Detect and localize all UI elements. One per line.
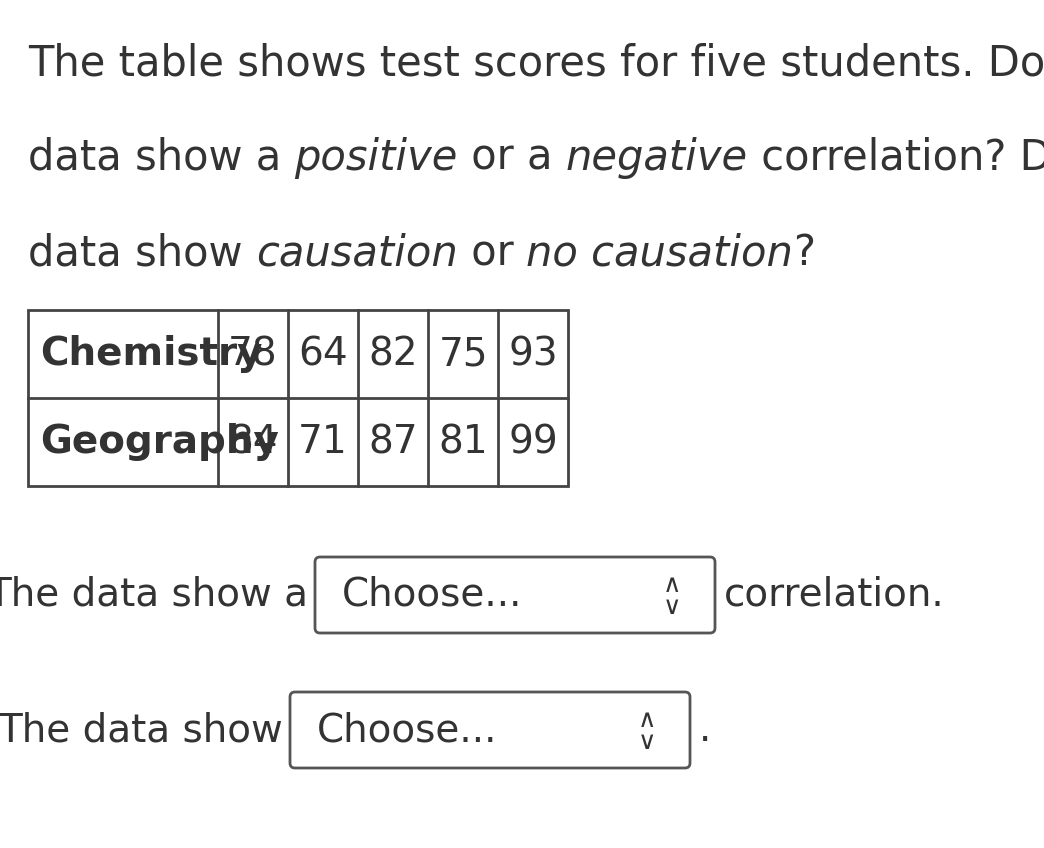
Text: The data show a: The data show a	[0, 576, 308, 614]
Text: Chemistry: Chemistry	[40, 335, 262, 373]
Text: data show a: data show a	[28, 137, 294, 179]
Text: 78: 78	[229, 335, 278, 373]
Text: 87: 87	[369, 423, 418, 461]
Text: Choose...: Choose...	[342, 576, 522, 614]
Text: correlation? Do the: correlation? Do the	[748, 137, 1044, 179]
Text: causation: causation	[256, 232, 457, 274]
Text: ∨: ∨	[663, 595, 682, 619]
Text: ∧: ∧	[638, 708, 657, 732]
Text: The table shows test scores for five students. Do the: The table shows test scores for five stu…	[28, 42, 1044, 84]
Text: Geography: Geography	[40, 423, 279, 461]
Text: 99: 99	[508, 423, 557, 461]
Text: no causation: no causation	[526, 232, 793, 274]
Bar	[28, 310, 568, 486]
Text: 81: 81	[438, 423, 488, 461]
Text: or a: or a	[458, 137, 566, 179]
Text: Choose...: Choose...	[317, 711, 498, 749]
Text: 71: 71	[299, 423, 348, 461]
Text: .: .	[699, 711, 711, 749]
Text: ∨: ∨	[638, 730, 657, 754]
Text: 82: 82	[369, 335, 418, 373]
Text: negative: negative	[566, 137, 748, 179]
Text: 64: 64	[299, 335, 348, 373]
FancyBboxPatch shape	[315, 557, 715, 633]
Text: correlation.: correlation.	[723, 576, 945, 614]
Text: or: or	[457, 232, 526, 274]
Text: The data show: The data show	[0, 711, 283, 749]
Text: 93: 93	[508, 335, 557, 373]
Text: 75: 75	[438, 335, 488, 373]
FancyBboxPatch shape	[290, 692, 690, 768]
Text: ∧: ∧	[663, 573, 682, 597]
Text: ?: ?	[793, 232, 815, 274]
Text: data show: data show	[28, 232, 256, 274]
Text: positive: positive	[294, 137, 458, 179]
Text: 84: 84	[229, 423, 278, 461]
